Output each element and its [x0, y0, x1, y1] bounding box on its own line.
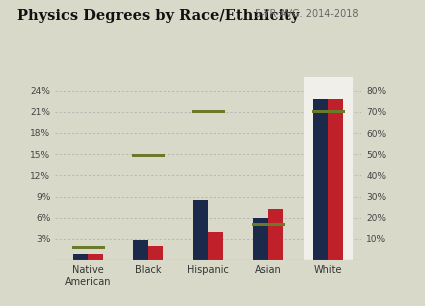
Bar — [208, 232, 223, 260]
Bar — [193, 200, 208, 260]
Bar — [132, 154, 165, 157]
Bar — [73, 254, 88, 260]
Bar — [252, 223, 285, 226]
Bar — [72, 246, 105, 249]
Bar — [133, 240, 148, 260]
Bar — [148, 246, 163, 260]
FancyBboxPatch shape — [303, 76, 353, 260]
Bar — [253, 218, 268, 260]
Bar — [313, 99, 328, 260]
Bar — [268, 209, 283, 260]
Bar — [88, 255, 103, 260]
Text: Physics Degrees by Race/Ethnicity: Physics Degrees by Race/Ethnicity — [17, 9, 299, 23]
Bar — [192, 110, 225, 114]
Bar — [328, 99, 343, 260]
Text: 5-YR AVG. 2014-2018: 5-YR AVG. 2014-2018 — [255, 9, 359, 19]
Bar — [312, 110, 345, 114]
